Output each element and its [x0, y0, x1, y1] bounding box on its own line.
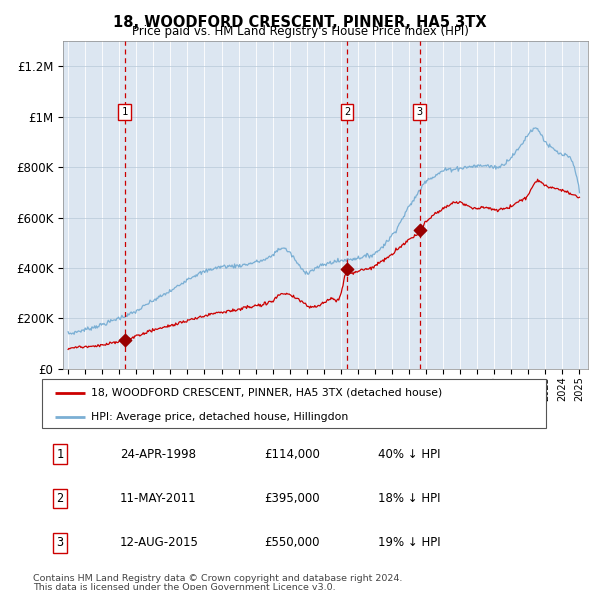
Text: 18, WOODFORD CRESCENT, PINNER, HA5 3TX: 18, WOODFORD CRESCENT, PINNER, HA5 3TX [113, 15, 487, 30]
Text: HPI: Average price, detached house, Hillingdon: HPI: Average price, detached house, Hill… [91, 412, 349, 422]
Text: 18, WOODFORD CRESCENT, PINNER, HA5 3TX (detached house): 18, WOODFORD CRESCENT, PINNER, HA5 3TX (… [91, 388, 443, 398]
Text: 1: 1 [121, 107, 128, 117]
Text: 11-MAY-2011: 11-MAY-2011 [120, 492, 197, 505]
FancyBboxPatch shape [42, 379, 546, 428]
Text: This data is licensed under the Open Government Licence v3.0.: This data is licensed under the Open Gov… [33, 583, 335, 590]
Text: 2: 2 [344, 107, 350, 117]
Text: 1: 1 [56, 448, 64, 461]
Point [342, 264, 352, 274]
Text: 24-APR-1998: 24-APR-1998 [120, 448, 196, 461]
Text: £114,000: £114,000 [264, 448, 320, 461]
Point [415, 225, 424, 235]
Text: 12-AUG-2015: 12-AUG-2015 [120, 536, 199, 549]
Text: 3: 3 [56, 536, 64, 549]
Text: £550,000: £550,000 [264, 536, 320, 549]
Text: Price paid vs. HM Land Registry's House Price Index (HPI): Price paid vs. HM Land Registry's House … [131, 25, 469, 38]
Text: 19% ↓ HPI: 19% ↓ HPI [378, 536, 440, 549]
Point [120, 335, 130, 345]
Text: 3: 3 [416, 107, 423, 117]
Text: Contains HM Land Registry data © Crown copyright and database right 2024.: Contains HM Land Registry data © Crown c… [33, 574, 403, 583]
Text: 2: 2 [56, 492, 64, 505]
Text: 18% ↓ HPI: 18% ↓ HPI [378, 492, 440, 505]
Text: 40% ↓ HPI: 40% ↓ HPI [378, 448, 440, 461]
Text: £395,000: £395,000 [264, 492, 320, 505]
